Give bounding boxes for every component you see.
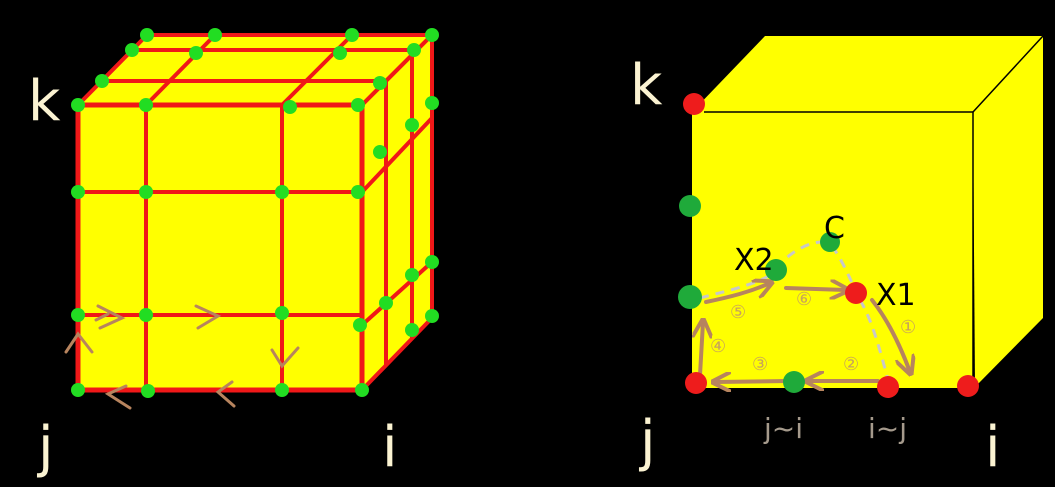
right-label-j: j bbox=[638, 409, 656, 474]
left-label-k: k bbox=[28, 69, 61, 134]
edge-label-j-i: j~i bbox=[763, 412, 803, 445]
left-cube: k j i bbox=[28, 28, 439, 480]
green-point bbox=[679, 195, 701, 217]
step-arrow-1 bbox=[870, 298, 910, 372]
edge-label-i-j: i~j bbox=[868, 412, 907, 445]
node-x1-label: X1 bbox=[876, 278, 916, 313]
grid-point bbox=[95, 74, 109, 88]
corner-point-i bbox=[957, 375, 979, 397]
grid-point bbox=[139, 308, 153, 322]
arrow-up bbox=[64, 331, 94, 354]
grid-point bbox=[208, 28, 222, 42]
grid-point bbox=[140, 28, 154, 42]
green-point-x2-start bbox=[678, 285, 702, 309]
right-cube-edges bbox=[704, 35, 1044, 388]
grid-point bbox=[71, 98, 85, 112]
node-x2-point bbox=[765, 259, 787, 281]
left-cube-front-face bbox=[75, 102, 365, 393]
grid-point bbox=[125, 43, 139, 57]
node-j-i-point bbox=[783, 371, 805, 393]
grid-point bbox=[275, 185, 289, 199]
node-x1-point bbox=[845, 282, 867, 304]
right-cube-side-face bbox=[973, 36, 1043, 387]
grid-point bbox=[275, 383, 289, 397]
step-label-6: ⑥ bbox=[796, 289, 812, 310]
grid-point bbox=[407, 43, 421, 57]
node-i-j-point bbox=[877, 376, 899, 398]
grid-point bbox=[283, 100, 297, 114]
grid-point bbox=[139, 98, 153, 112]
right-cube: ① ② ③ ④ ⑤ ⑥ C X2 X1 j~i i~j k j i bbox=[630, 35, 1044, 480]
grid-point bbox=[71, 383, 85, 397]
step-label-1: ① bbox=[900, 317, 916, 338]
arrow-down bbox=[270, 346, 300, 369]
grid-point bbox=[71, 185, 85, 199]
grid-point bbox=[141, 384, 155, 398]
arrow-right-2 bbox=[194, 304, 222, 330]
grid-point bbox=[351, 185, 365, 199]
right-label-i: i bbox=[985, 415, 1001, 480]
grid-point bbox=[345, 28, 359, 42]
step-arrow-6 bbox=[784, 288, 846, 290]
left-cycle-arrows bbox=[64, 304, 300, 410]
grid-point bbox=[351, 98, 365, 112]
grid-point bbox=[139, 185, 153, 199]
node-c-point bbox=[820, 232, 840, 252]
corner-point-j bbox=[685, 372, 707, 394]
arrow-right-1 bbox=[94, 304, 126, 330]
grid-point bbox=[373, 145, 387, 159]
step-arrows bbox=[700, 283, 910, 382]
node-c-label: C bbox=[824, 211, 845, 246]
step-label-4: ④ bbox=[710, 336, 726, 357]
grid-point bbox=[405, 268, 419, 282]
grid-point bbox=[405, 323, 419, 337]
grid-point bbox=[425, 309, 439, 323]
node-x2-label: X2 bbox=[734, 243, 774, 278]
step-arrow-4 bbox=[700, 322, 703, 377]
grid-point bbox=[333, 46, 347, 60]
grid-point bbox=[355, 383, 369, 397]
grid-point bbox=[425, 255, 439, 269]
left-grid-points bbox=[71, 28, 439, 398]
front-grid-lines bbox=[78, 105, 362, 390]
step-arrow-5 bbox=[704, 283, 770, 304]
arrow-left-1 bbox=[215, 380, 236, 408]
step-label-2: ② bbox=[843, 354, 859, 375]
arrow-left-2 bbox=[104, 384, 132, 410]
step-arrow-3 bbox=[715, 381, 790, 382]
right-points bbox=[678, 93, 979, 398]
grid-point bbox=[353, 318, 367, 332]
left-label-i: i bbox=[382, 415, 398, 480]
right-cube-top-face bbox=[692, 36, 1043, 112]
grid-point bbox=[71, 308, 85, 322]
step-label-3: ③ bbox=[752, 354, 768, 375]
left-label-j: j bbox=[36, 415, 54, 480]
grid-point bbox=[405, 118, 419, 132]
grid-point bbox=[373, 76, 387, 90]
right-label-k: k bbox=[630, 53, 663, 118]
side-grid-lines bbox=[360, 55, 434, 366]
grid-point bbox=[275, 306, 289, 320]
grid-point bbox=[425, 96, 439, 110]
grid-point bbox=[379, 296, 393, 310]
grid-point bbox=[425, 28, 439, 42]
grid-point bbox=[189, 46, 203, 60]
corner-point-k bbox=[683, 93, 705, 115]
step-label-5: ⑤ bbox=[730, 302, 746, 323]
